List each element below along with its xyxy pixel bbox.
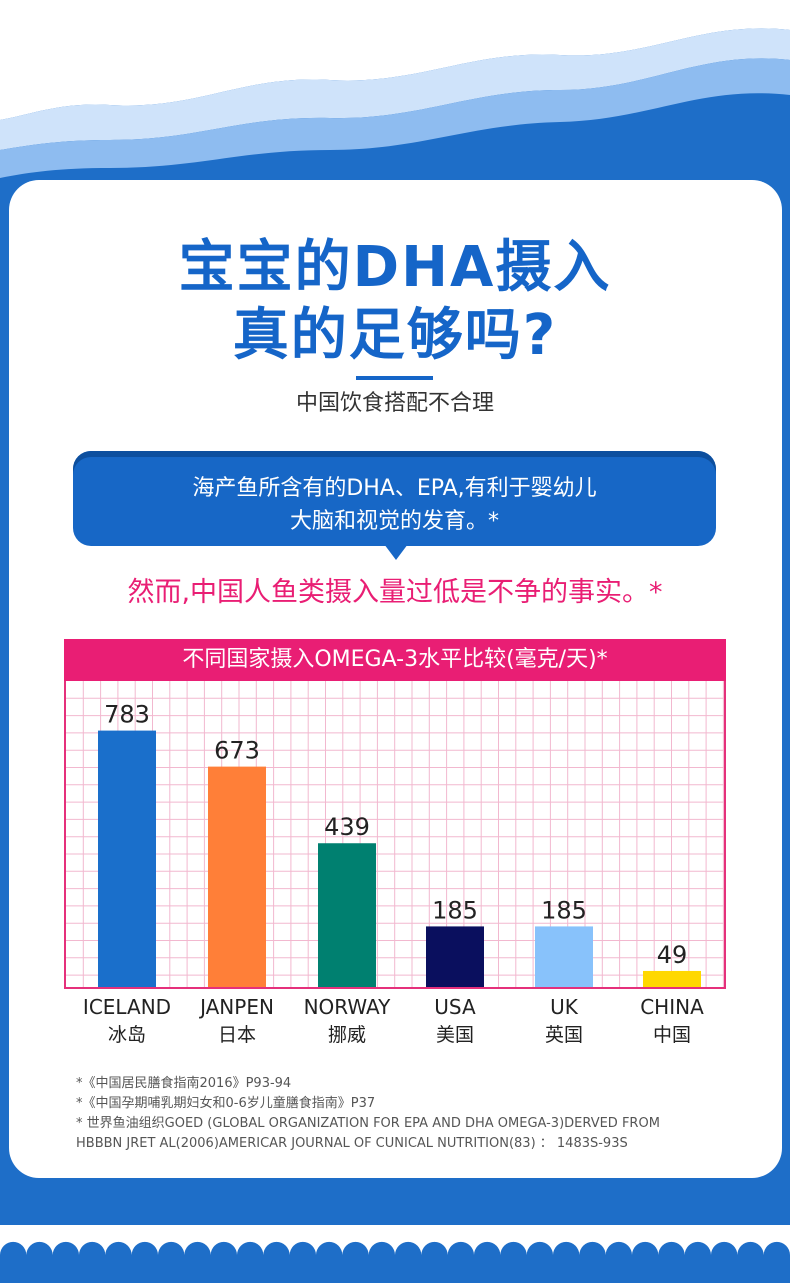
- top-wave-decoration: [0, 0, 790, 190]
- bar-value-label: 185: [432, 896, 478, 924]
- bar-chart: 783 673 439 185 185 49: [66, 681, 724, 987]
- bottom-wave-decoration: [0, 1225, 790, 1283]
- bar-value-label: 673: [214, 737, 260, 765]
- footnote-2: *《中国孕期哺乳期妇女和0-6岁儿童膳食指南》P37: [76, 1096, 376, 1111]
- category-label-zh: 日本: [217, 1024, 256, 1046]
- bar-iceland: [98, 730, 156, 987]
- category-label-en: USA: [434, 995, 476, 1019]
- bar-janpen: [208, 766, 266, 987]
- category-label-zh: 美国: [435, 1024, 474, 1046]
- category-label-en: UK: [550, 995, 578, 1019]
- info-bubble: [73, 451, 716, 546]
- footnote-1: *《中国居民膳食指南2016》P93-94: [76, 1076, 292, 1091]
- bubble-text-line2: 大脑和视觉的发育。*: [289, 509, 499, 534]
- footnote-3: * 世界鱼油组织GOED (GLOBAL ORGANIZATION FOR EP…: [76, 1116, 660, 1131]
- bar-norway: [318, 843, 376, 987]
- footnote-4: HBBBN JRET AL(2006)AMERICAR JOURNAL OF C…: [76, 1136, 628, 1151]
- bubble-text-line1: 海产鱼所含有的DHA、EPA,有利于婴幼儿: [192, 476, 597, 501]
- category-label-en: NORWAY: [303, 995, 391, 1019]
- bubble-tail: [384, 544, 408, 560]
- bar-value-label: 783: [104, 701, 150, 729]
- category-label-zh: 挪威: [327, 1024, 366, 1046]
- title-divider: [356, 376, 433, 380]
- chart-title: 不同国家摄入OMEGA-3水平比较(毫克/天)*: [64, 639, 726, 681]
- category-label-en: JANPEN: [200, 995, 274, 1019]
- bar-china: [643, 970, 701, 987]
- category-label-zh: 中国: [652, 1024, 691, 1046]
- bar-value-label: 439: [324, 813, 370, 841]
- category-label-en: CHINA: [640, 995, 704, 1019]
- page-title-line2: 真的足够吗?: [232, 303, 558, 368]
- bar-uk: [535, 926, 593, 987]
- bar-usa: [426, 926, 484, 987]
- category-label-zh: 冰岛: [107, 1024, 146, 1046]
- bar-value-label: 49: [657, 941, 688, 969]
- bar-value-label: 185: [541, 896, 587, 924]
- highlight-text: 然而,中国人鱼类摄入量过低是不争的事实。*: [127, 577, 663, 608]
- category-label-en: ICELAND: [82, 995, 172, 1019]
- category-label-zh: 英国: [544, 1024, 583, 1046]
- page-title-line1: 宝宝的DHA摄入: [178, 235, 612, 300]
- subtitle: 中国饮食搭配不合理: [295, 391, 494, 416]
